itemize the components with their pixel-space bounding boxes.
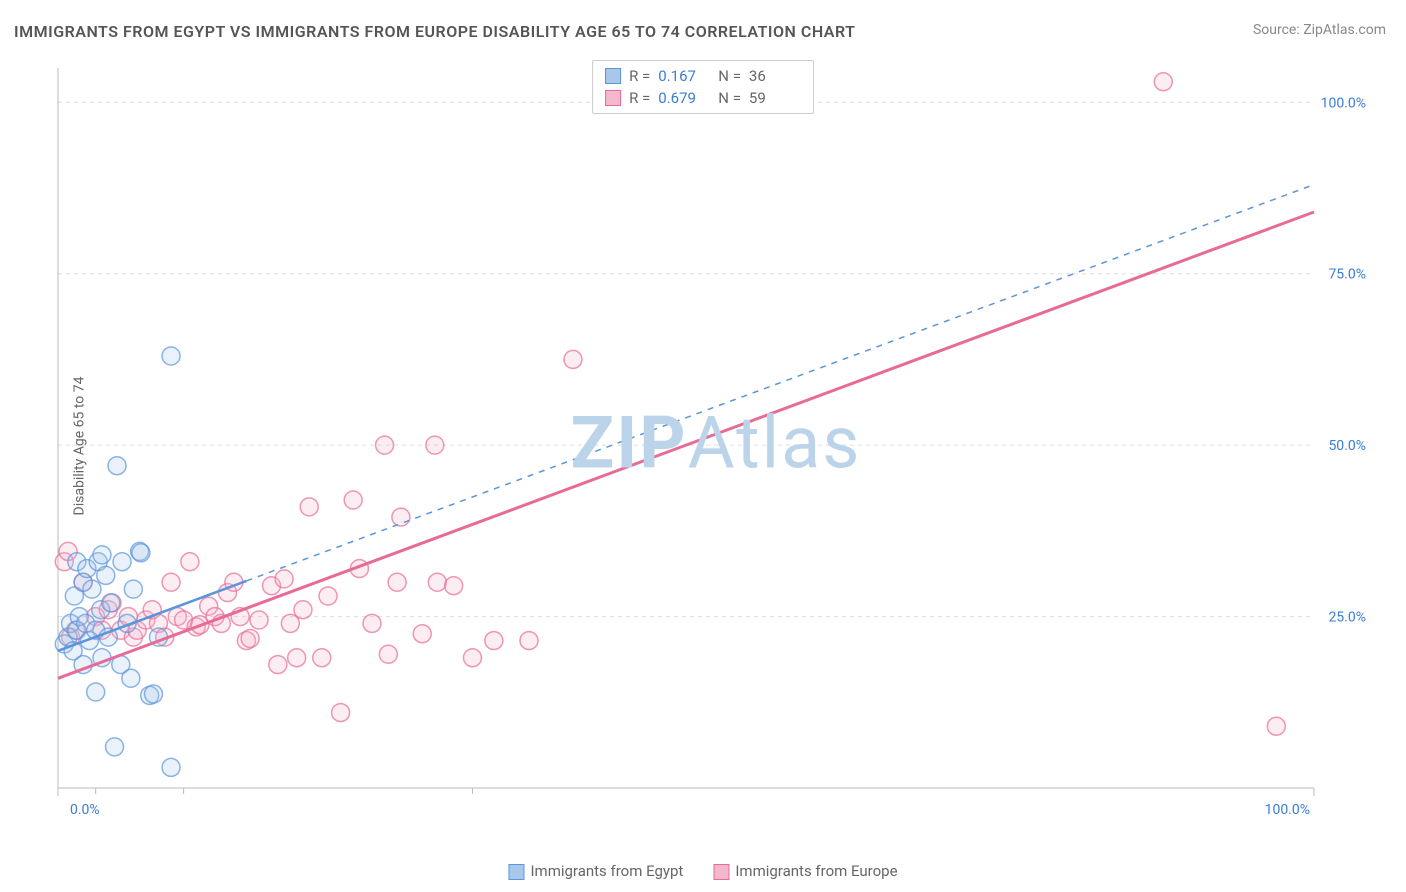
- legend-swatch: [713, 864, 729, 880]
- chart-area: ZIPAtlas 25.0%50.0%75.0%100.0%0.0%100.0%: [48, 58, 1384, 828]
- legend-swatch: [605, 90, 621, 106]
- legend-label: Immigrants from Europe: [735, 862, 897, 880]
- n-label: N =: [718, 89, 741, 107]
- svg-text:50.0%: 50.0%: [1328, 438, 1366, 454]
- r-label: R =: [629, 67, 650, 85]
- r-value: 0.167: [658, 67, 710, 85]
- legend-swatch: [605, 68, 621, 84]
- legend-swatch: [508, 864, 524, 880]
- svg-text:100.0%: 100.0%: [1265, 802, 1310, 818]
- svg-text:25.0%: 25.0%: [1328, 610, 1366, 626]
- source-link[interactable]: ZipAtlas.com: [1303, 22, 1386, 38]
- r-label: R =: [629, 89, 650, 107]
- scatter-chart: 25.0% 50.0% 75.0% 100.0% 0.0% 100.0%: [48, 58, 1384, 828]
- chart-title: IMMIGRANTS FROM EGYPT VS IMMIGRANTS FROM…: [14, 22, 855, 41]
- legend-item: Immigrants from Egypt: [508, 862, 683, 880]
- n-value: 36: [749, 67, 801, 85]
- n-label: N =: [718, 67, 741, 85]
- legend-series: Immigrants from Egypt Immigrants from Eur…: [508, 862, 897, 880]
- legend-item: Immigrants from Europe: [713, 862, 897, 880]
- svg-text:100.0%: 100.0%: [1321, 95, 1366, 111]
- legend-stat-row: R = 0.679 N = 59: [605, 87, 801, 109]
- legend-stat-row: R = 0.167 N = 36: [605, 65, 801, 87]
- source-attribution: Source: ZipAtlas.com: [1253, 22, 1386, 38]
- svg-text:0.0%: 0.0%: [70, 802, 100, 818]
- source-prefix: Source:: [1253, 22, 1303, 38]
- legend-stats: R = 0.167 N = 36 R = 0.679 N = 59: [592, 60, 814, 114]
- r-value: 0.679: [658, 89, 710, 107]
- svg-text:75.0%: 75.0%: [1328, 267, 1366, 283]
- n-value: 59: [749, 89, 801, 107]
- legend-label: Immigrants from Egypt: [530, 862, 683, 880]
